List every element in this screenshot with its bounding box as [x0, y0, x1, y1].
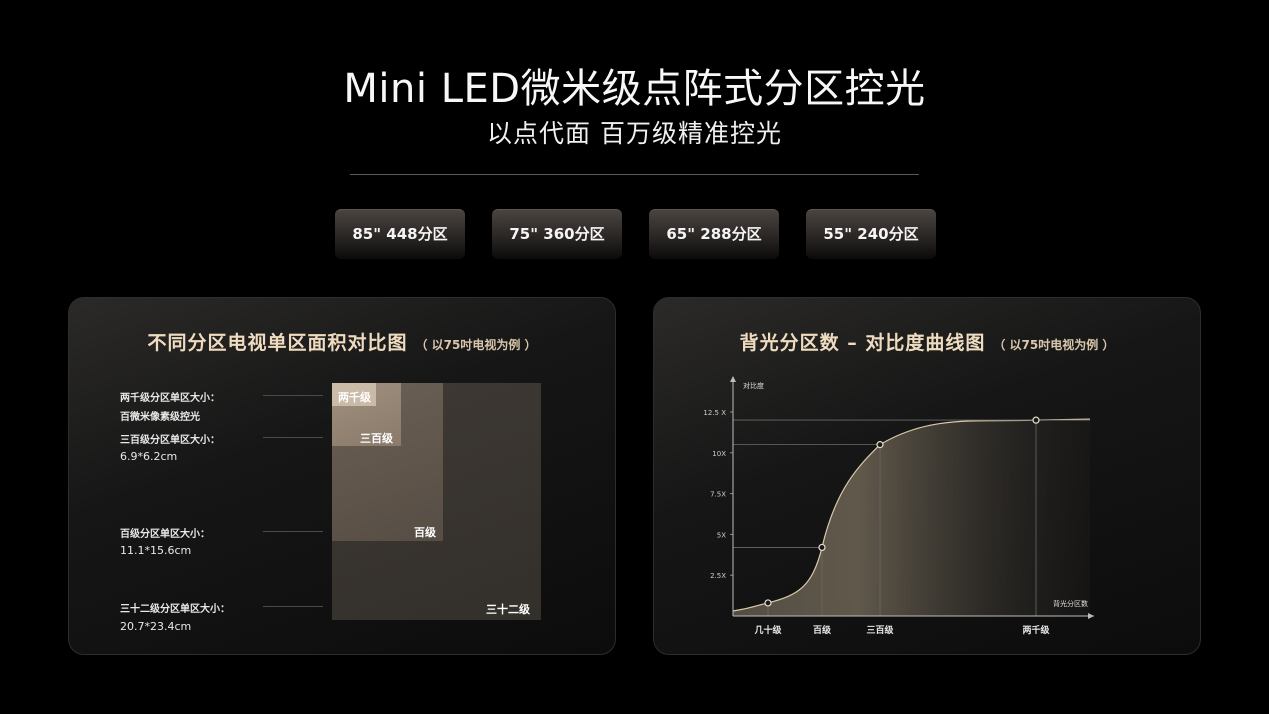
- data-point: [764, 599, 772, 607]
- zone-box-2000-label: 两千级: [338, 391, 371, 404]
- spec-leader-100: [263, 531, 323, 532]
- area-comparison-title-text: 不同分区电视单区面积对比图: [147, 332, 408, 354]
- contrast-curve-title-text: 背光分区数 – 对比度曲线图: [739, 332, 986, 354]
- y-axis-arrow: [730, 376, 736, 382]
- x-axis-label: 背光分区数: [1053, 599, 1088, 608]
- area-comparison-note: （ 以75吋电视为例 ）: [415, 338, 537, 352]
- data-point: [876, 441, 884, 449]
- data-point: [818, 543, 826, 552]
- zone-box-32-label: 三十二级: [486, 603, 530, 616]
- spec-leader-300: [263, 437, 323, 438]
- spec-label-300: 三百级分区单区大小：: [120, 435, 220, 446]
- x-tick-label: 百级: [813, 624, 832, 636]
- zone-pill-65: 65" 288分区: [649, 209, 779, 259]
- spec-leader-2000: [263, 395, 323, 396]
- zone-box-100-label: 百级: [414, 526, 436, 539]
- zone-box-300-label: 三百级: [360, 432, 393, 445]
- spec-label-100: 百级分区单区大小：: [120, 529, 210, 540]
- area-comparison-title: 不同分区电视单区面积对比图 （ 以75吋电视为例 ）: [69, 328, 615, 355]
- zone-box-2000: [332, 383, 376, 406]
- y-tick-label: 12.5 X: [703, 409, 726, 417]
- x-tick-label: 两千级: [1022, 624, 1050, 636]
- contrast-curve-note: （ 以75吋电视为例 ）: [993, 338, 1115, 352]
- subtitle: 以点代面 百万级精准控光: [487, 119, 782, 148]
- title-divider: [350, 174, 919, 175]
- zone-pill-85: 85" 448分区: [335, 209, 465, 259]
- zone-pill-55: 55" 240分区: [806, 209, 936, 259]
- x-tick-label: 三百级: [866, 624, 894, 636]
- x-tick-label: 几十级: [754, 624, 782, 636]
- y-tick-label: 5X: [717, 531, 726, 539]
- y-tick-label: 7.5X: [710, 491, 726, 499]
- zone-pill-75: 75" 360分区: [492, 209, 622, 259]
- spec-value-300: 6.9*6.2cm: [120, 450, 178, 463]
- spec-value-2000: 百微米像素级控光: [120, 412, 200, 423]
- y-tick-label: 10X: [712, 450, 726, 458]
- y-tick-label: 2.5X: [710, 572, 726, 580]
- x-axis-arrow: [1088, 613, 1094, 619]
- area-comparison-panel: 不同分区电视单区面积对比图 （ 以75吋电视为例 ） 两千级分区单区大小： 百微米…: [68, 297, 616, 655]
- curve-area: [733, 419, 1090, 616]
- spec-leader-32: [263, 606, 323, 607]
- spec-value-32: 20.7*23.4cm: [120, 620, 192, 633]
- spec-label-32: 三十二级分区单区大小：: [120, 604, 230, 615]
- y-axis-label: 对比度: [743, 381, 764, 390]
- main-title: Mini LED微米级点阵式分区控光: [343, 66, 926, 112]
- data-point: [1032, 416, 1040, 424]
- contrast-curve-panel: 背光分区数 – 对比度曲线图 （ 以75吋电视为例 ） 2.5X 5X 7.5X 10X…: [653, 297, 1201, 655]
- contrast-curve-title: 背光分区数 – 对比度曲线图 （ 以75吋电视为例 ）: [654, 328, 1200, 355]
- spec-label-2000: 两千级分区单区大小：: [120, 393, 220, 404]
- spec-value-100: 11.1*15.6cm: [120, 544, 192, 557]
